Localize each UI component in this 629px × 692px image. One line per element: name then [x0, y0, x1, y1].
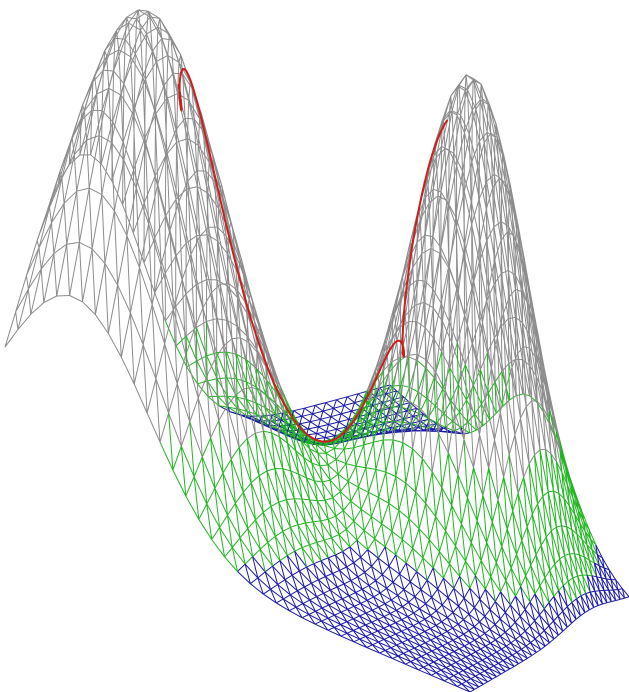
mesh-edge [503, 155, 504, 156]
mesh-edge [480, 321, 481, 369]
mesh-edge [457, 289, 458, 343]
mesh-edge [550, 402, 551, 410]
mesh-edge [516, 359, 517, 395]
mesh-edge [295, 423, 296, 428]
mesh-edge [237, 298, 238, 326]
mesh-edge [501, 326, 502, 372]
mesh-edge [433, 156, 434, 190]
mesh-edge [266, 380, 267, 395]
mesh-edge [449, 111, 450, 150]
mesh-edge [516, 242, 517, 276]
mesh-edge [227, 286, 228, 320]
mesh-edge [384, 341, 385, 352]
mesh-edge [509, 196, 510, 227]
mesh-edge [401, 385, 402, 407]
mesh-edge [165, 155, 166, 216]
mesh-edge [529, 310, 530, 334]
mesh-edge [57, 296, 70, 297]
mesh-edge [501, 179, 502, 222]
mesh-edge [487, 301, 488, 353]
mesh-edge [472, 288, 473, 343]
page: (() => { const NS = 'http://www.w3.org/2… [0, 0, 629, 692]
mesh-edge [494, 338, 495, 382]
mesh-edge [441, 147, 442, 193]
mesh-edge [487, 132, 488, 181]
mesh-edge [587, 575, 592, 576]
mesh-edge [358, 430, 359, 436]
mesh-edge [523, 266, 524, 289]
mesh-edge [457, 115, 458, 166]
mesh-edge [266, 418, 267, 424]
mesh-edge [465, 91, 466, 133]
mesh-edge [480, 100, 481, 141]
mesh-edge [606, 579, 611, 580]
mesh-edge [276, 429, 277, 431]
mesh-edge [367, 390, 368, 396]
mesh-edge [257, 414, 258, 420]
mesh-edge [613, 590, 618, 591]
mesh-edge [239, 414, 241, 415]
mesh-edge [340, 441, 341, 442]
mesh-edge [449, 322, 450, 368]
mesh-edge [367, 426, 368, 433]
mesh-edge [349, 439, 350, 441]
mesh-edge [375, 411, 376, 423]
mesh-edge [207, 235, 208, 280]
mesh-edge [247, 336, 248, 360]
mesh-edge [494, 137, 495, 174]
mesh-edge [247, 399, 248, 411]
mesh-edge [285, 433, 286, 435]
mesh-edge [227, 378, 228, 396]
mesh-edge [197, 187, 198, 236]
mesh-edge [208, 396, 218, 397]
mesh-edge [543, 376, 544, 391]
mesh-edge [536, 338, 537, 353]
mesh-edge [392, 386, 393, 407]
mesh-edge [237, 397, 238, 409]
wireframe-view [0, 0, 629, 692]
mesh-edge [595, 591, 600, 592]
mesh-edge [550, 402, 551, 403]
mesh-edge [465, 316, 466, 365]
mesh-edge [556, 432, 557, 440]
mesh-edge [413, 430, 415, 431]
mesh-edge [509, 364, 510, 401]
mesh-edge [186, 189, 187, 243]
mesh-edge [401, 281, 402, 300]
mesh-edge [217, 241, 218, 280]
mesh-edge [425, 197, 426, 235]
mesh-edge [334, 449, 344, 450]
